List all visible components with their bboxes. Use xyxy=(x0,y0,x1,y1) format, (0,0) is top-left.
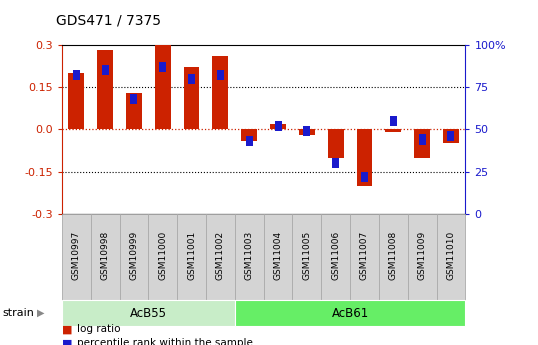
Bar xyxy=(274,121,281,131)
Bar xyxy=(68,73,84,129)
Bar xyxy=(357,129,372,186)
Bar xyxy=(188,73,195,84)
Bar xyxy=(264,214,293,300)
Text: percentile rank within the sample: percentile rank within the sample xyxy=(77,338,253,345)
Bar xyxy=(130,94,137,104)
Bar xyxy=(361,171,368,182)
Bar xyxy=(148,214,177,300)
Bar xyxy=(73,70,80,80)
Text: log ratio: log ratio xyxy=(77,325,121,334)
Text: GSM10998: GSM10998 xyxy=(101,231,110,280)
Bar xyxy=(443,129,459,144)
Text: GSM11001: GSM11001 xyxy=(187,231,196,280)
Text: GSM11006: GSM11006 xyxy=(331,231,340,280)
Bar xyxy=(217,70,224,80)
Text: GSM10999: GSM10999 xyxy=(130,231,138,280)
Text: GSM11007: GSM11007 xyxy=(360,231,369,280)
Text: GSM11004: GSM11004 xyxy=(273,231,282,280)
Bar xyxy=(213,56,228,129)
Text: GSM11010: GSM11010 xyxy=(447,231,456,280)
Text: GSM11000: GSM11000 xyxy=(158,231,167,280)
Bar xyxy=(102,65,109,75)
Bar xyxy=(303,126,310,136)
Text: GSM11009: GSM11009 xyxy=(417,231,427,280)
Bar xyxy=(379,214,408,300)
Bar xyxy=(390,116,397,126)
Bar xyxy=(62,300,235,326)
Bar xyxy=(414,129,430,158)
Text: ■: ■ xyxy=(62,325,73,334)
Bar xyxy=(408,214,436,300)
Bar xyxy=(91,214,119,300)
Bar xyxy=(321,214,350,300)
Bar xyxy=(235,214,264,300)
Text: ■: ■ xyxy=(62,338,73,345)
Text: strain: strain xyxy=(3,308,34,318)
Text: GSM11008: GSM11008 xyxy=(389,231,398,280)
Bar xyxy=(332,158,339,168)
Bar xyxy=(436,214,465,300)
Bar xyxy=(126,93,142,129)
Bar xyxy=(419,135,426,145)
Bar xyxy=(62,214,91,300)
Bar xyxy=(448,131,455,141)
Bar xyxy=(177,214,206,300)
Bar xyxy=(293,214,321,300)
Bar xyxy=(97,50,113,129)
Bar xyxy=(385,129,401,132)
Bar xyxy=(241,129,257,141)
Text: GSM11003: GSM11003 xyxy=(245,231,254,280)
Text: GSM11005: GSM11005 xyxy=(302,231,312,280)
Text: ▶: ▶ xyxy=(37,308,44,318)
Bar xyxy=(206,214,235,300)
Bar xyxy=(246,136,253,146)
Bar xyxy=(328,129,344,158)
Text: GDS471 / 7375: GDS471 / 7375 xyxy=(56,13,161,28)
Bar xyxy=(270,124,286,129)
Bar xyxy=(235,300,465,326)
Text: AcB61: AcB61 xyxy=(331,307,369,319)
Bar xyxy=(350,214,379,300)
Bar xyxy=(155,45,171,129)
Bar xyxy=(119,214,148,300)
Bar xyxy=(183,67,200,129)
Text: AcB55: AcB55 xyxy=(130,307,167,319)
Bar xyxy=(159,62,166,72)
Text: GSM11002: GSM11002 xyxy=(216,231,225,280)
Bar xyxy=(299,129,315,135)
Text: GSM10997: GSM10997 xyxy=(72,231,81,280)
